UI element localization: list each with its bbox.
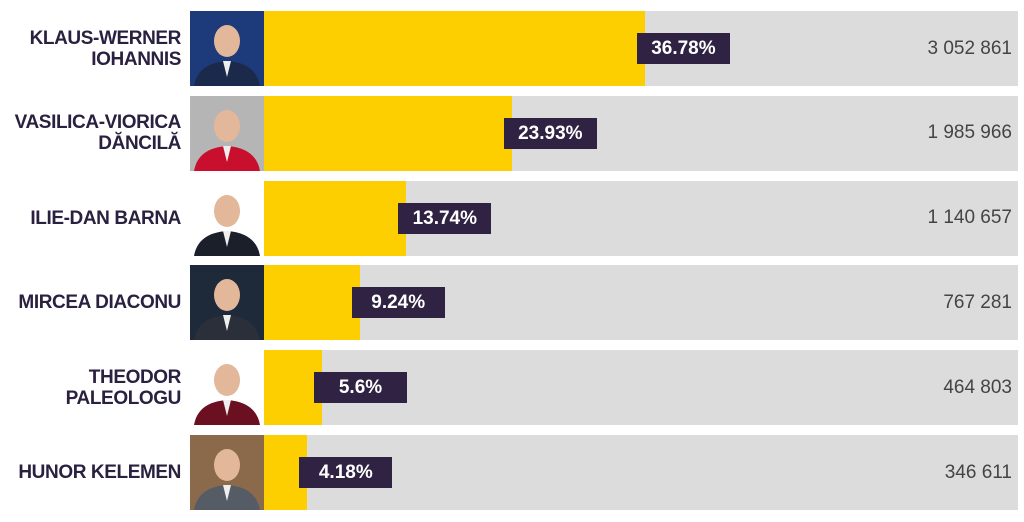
category-label: MIRCEA DIACONU xyxy=(18,292,181,314)
photo xyxy=(190,180,264,256)
portrait xyxy=(194,109,260,171)
bar xyxy=(264,180,407,256)
vote-count: 3 052 861 xyxy=(927,37,1012,59)
category-label: THEODOR PALEOLOGU xyxy=(65,366,182,409)
value-label: 4.18% xyxy=(299,457,393,488)
bar xyxy=(264,350,322,426)
value-label: 13.74% xyxy=(398,202,492,234)
bar xyxy=(264,95,512,171)
photo xyxy=(190,265,264,341)
category-label: ILIE-DAN BARNA xyxy=(30,207,181,229)
portrait xyxy=(194,449,260,510)
value-label: 9.24% xyxy=(351,287,445,319)
vote-count: 1 140 657 xyxy=(927,207,1012,229)
photo xyxy=(190,435,264,510)
bar xyxy=(264,11,645,86)
photo xyxy=(190,95,264,171)
vote-count: 1 985 966 xyxy=(927,122,1012,144)
vote-count: 464 803 xyxy=(943,376,1012,398)
portrait xyxy=(194,25,260,86)
value-label: 23.93% xyxy=(503,117,597,149)
category-label: KLAUS-WERNER IOHANNIS xyxy=(29,27,182,70)
category-label: HUNOR KELEMEN xyxy=(18,462,181,483)
photo xyxy=(190,11,264,86)
value-label: 36.78% xyxy=(636,33,730,64)
portrait xyxy=(194,194,260,256)
value-label: 5.6% xyxy=(314,372,407,404)
category-label: VASILICA-VIORICA DĂNCILĂ xyxy=(14,112,182,155)
vote-count: 346 611 xyxy=(944,461,1012,483)
portrait xyxy=(194,279,260,341)
portrait xyxy=(194,364,260,426)
bar xyxy=(264,265,360,341)
photo xyxy=(190,350,264,426)
vote-count: 767 281 xyxy=(943,291,1012,313)
